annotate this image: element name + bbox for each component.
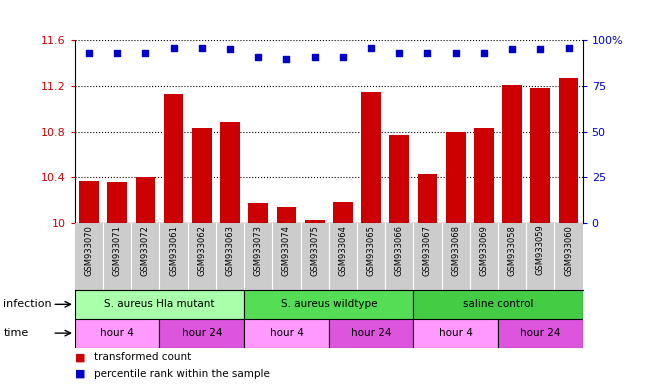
Text: saline control: saline control (463, 299, 533, 310)
Text: GSM933063: GSM933063 (225, 225, 234, 276)
Text: S. aureus Hla mutant: S. aureus Hla mutant (104, 299, 215, 310)
Bar (305, 220, 324, 223)
Text: infection: infection (3, 299, 52, 310)
Text: ■: ■ (75, 369, 85, 379)
Bar (503, 85, 522, 223)
Point (535, 46, 546, 53)
Point (338, 54, 348, 60)
Point (507, 46, 518, 53)
Point (112, 50, 122, 56)
Bar (474, 128, 493, 223)
Text: GSM933075: GSM933075 (310, 225, 319, 276)
Point (478, 50, 489, 56)
Point (281, 56, 292, 62)
Point (450, 50, 461, 56)
Bar (79, 180, 99, 223)
Bar (418, 174, 437, 223)
Text: percentile rank within the sample: percentile rank within the sample (94, 369, 270, 379)
Bar (164, 94, 184, 223)
Text: GSM933062: GSM933062 (197, 225, 206, 276)
Bar (446, 131, 465, 223)
Bar (333, 202, 353, 223)
Point (197, 45, 207, 51)
Text: hour 24: hour 24 (520, 328, 561, 338)
Bar (220, 122, 240, 223)
Bar (244, 290, 413, 319)
Bar (413, 319, 498, 348)
Point (84, 50, 94, 56)
Text: hour 4: hour 4 (100, 328, 134, 338)
Text: GSM933069: GSM933069 (479, 225, 488, 276)
Bar (248, 204, 268, 223)
Point (309, 54, 320, 60)
Text: GSM933058: GSM933058 (508, 225, 517, 276)
Text: hour 24: hour 24 (351, 328, 391, 338)
Bar (75, 319, 159, 348)
Bar (107, 182, 127, 223)
Text: GSM933071: GSM933071 (113, 225, 122, 276)
Text: GSM933068: GSM933068 (451, 225, 460, 276)
Bar (75, 290, 244, 319)
Bar (498, 319, 583, 348)
Text: GSM933073: GSM933073 (254, 225, 263, 276)
Text: S. aureus wildtype: S. aureus wildtype (281, 299, 377, 310)
Point (394, 50, 404, 56)
Bar (135, 177, 155, 223)
Bar (277, 207, 296, 223)
Point (140, 50, 150, 56)
Text: GSM933070: GSM933070 (85, 225, 94, 276)
Text: transformed count: transformed count (94, 352, 191, 362)
Bar (329, 319, 413, 348)
Text: GSM933061: GSM933061 (169, 225, 178, 276)
Text: GSM933059: GSM933059 (536, 225, 545, 275)
Bar (389, 135, 409, 223)
Point (563, 45, 574, 51)
Bar (531, 88, 550, 223)
Bar (413, 290, 583, 319)
Bar (159, 319, 244, 348)
Text: ■: ■ (75, 352, 85, 362)
Text: GSM933065: GSM933065 (367, 225, 376, 276)
Text: GSM933066: GSM933066 (395, 225, 404, 276)
Text: hour 4: hour 4 (270, 328, 303, 338)
Text: GSM933067: GSM933067 (423, 225, 432, 276)
Text: GSM933064: GSM933064 (339, 225, 348, 276)
Bar (559, 78, 578, 223)
Point (169, 45, 179, 51)
Bar (361, 92, 381, 223)
Point (366, 45, 376, 51)
Bar (192, 128, 212, 223)
Text: GSM933072: GSM933072 (141, 225, 150, 276)
Bar (244, 319, 329, 348)
Text: hour 24: hour 24 (182, 328, 222, 338)
Text: GSM933060: GSM933060 (564, 225, 573, 276)
Text: GSM933074: GSM933074 (282, 225, 291, 276)
Text: time: time (3, 328, 29, 338)
Point (253, 54, 264, 60)
Text: hour 4: hour 4 (439, 328, 473, 338)
Point (225, 46, 235, 53)
Point (422, 50, 433, 56)
